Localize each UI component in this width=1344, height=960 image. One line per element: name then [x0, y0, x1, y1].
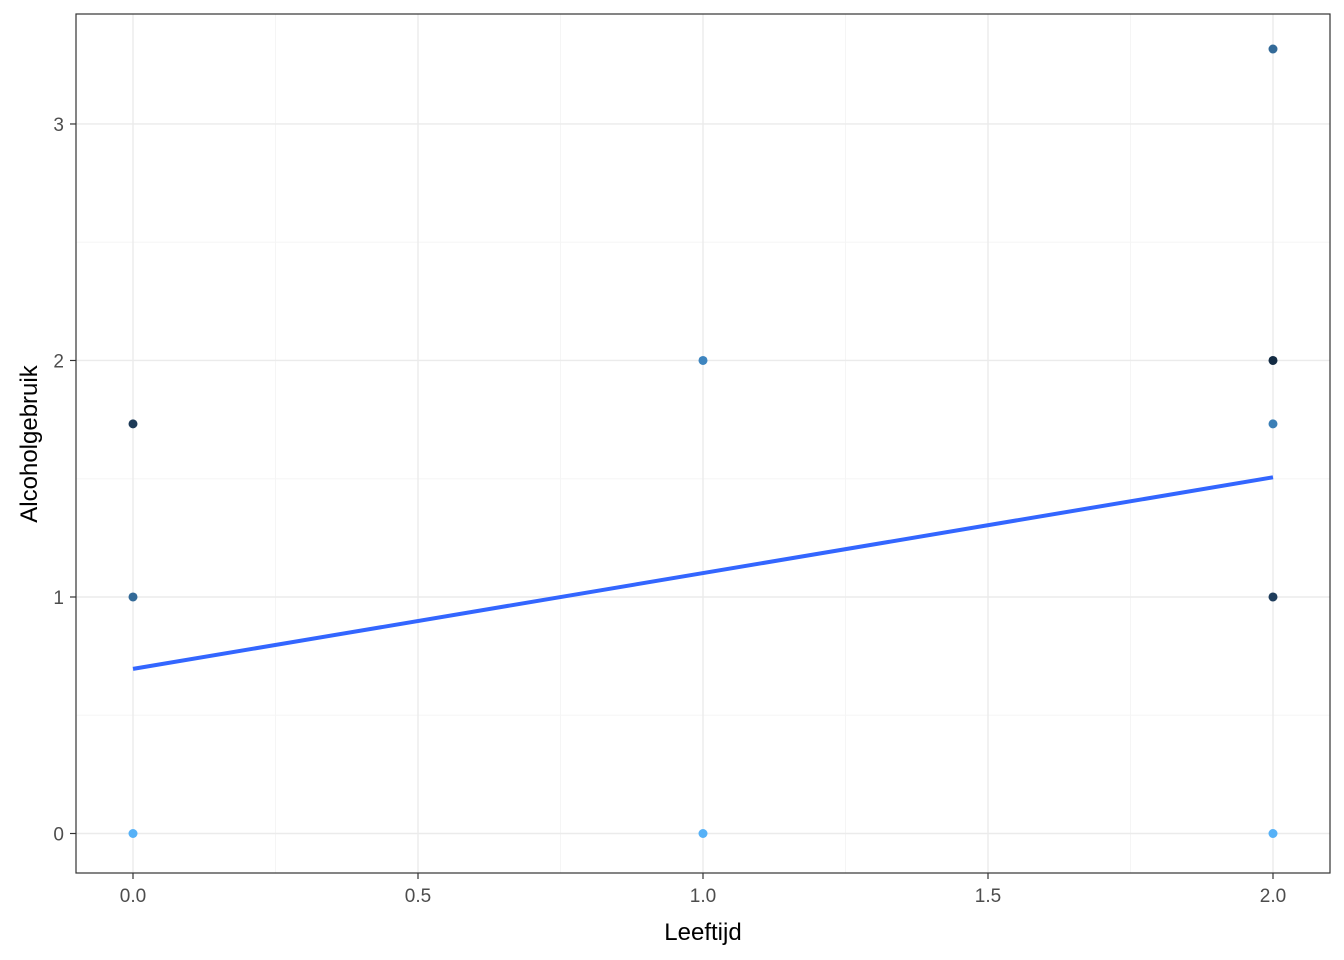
data-point	[1268, 419, 1278, 429]
x-tick-label: 0.0	[120, 886, 146, 907]
x-tick-label: 1.0	[690, 886, 716, 907]
trend-line	[132, 475, 1274, 671]
data-points	[128, 44, 1278, 839]
x-tick-label: 2.0	[1260, 886, 1286, 907]
y-tick-label: 1	[53, 588, 64, 609]
axis-ticks: 0.0 0.5 1.0 1.5 2.0 0 1 2 3	[53, 115, 1286, 907]
data-point	[698, 829, 708, 839]
y-tick-label: 3	[53, 115, 64, 136]
y-tick-label: 0	[53, 825, 64, 846]
data-point	[698, 355, 708, 365]
data-point	[128, 592, 138, 602]
data-point	[1268, 829, 1278, 839]
data-point	[1268, 44, 1278, 54]
y-axis-title: Alcoholgebruik	[16, 364, 43, 522]
x-tick-label: 0.5	[405, 886, 431, 907]
data-point	[128, 829, 138, 839]
data-point	[128, 419, 138, 429]
trend-line-group	[132, 475, 1274, 671]
data-point	[1268, 592, 1278, 602]
x-axis-title: Leeftijd	[664, 919, 741, 946]
x-tick-label: 1.5	[975, 886, 1001, 907]
data-point	[1268, 355, 1278, 365]
y-tick-label: 2	[53, 351, 64, 372]
